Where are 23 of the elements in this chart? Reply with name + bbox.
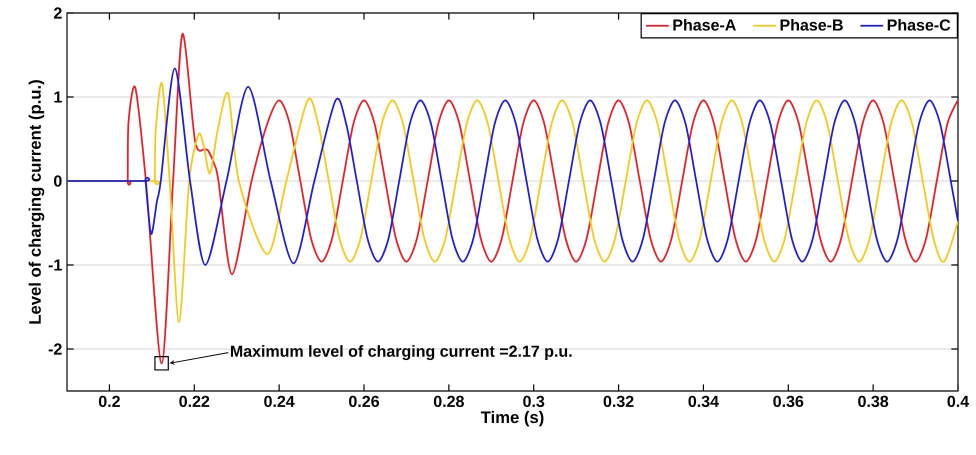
x-tick-label: 0.32 bbox=[604, 396, 634, 408]
legend-label: Phase-B bbox=[780, 18, 843, 31]
x-tick-label: 0.38 bbox=[858, 396, 888, 408]
x-tick-label: 0.28 bbox=[434, 396, 464, 408]
y-tick-label: -2 bbox=[48, 343, 62, 355]
x-tick-label: 0.4 bbox=[948, 396, 970, 408]
y-tick-label: 0 bbox=[54, 175, 62, 187]
x-tick-label: 0.36 bbox=[773, 396, 804, 408]
annotation: Maximum level of charging current =2.17 p.u. bbox=[230, 345, 572, 360]
y-tick-label: 1 bbox=[54, 92, 62, 103]
y-axis-title: Level of charging current (p.u.) bbox=[28, 80, 44, 324]
legend-label: Phase-C bbox=[888, 18, 950, 31]
x-tick-label: 0.3 bbox=[523, 396, 544, 408]
y-tick-label: 2 bbox=[54, 7, 62, 19]
x-tick-label: 0.24 bbox=[264, 396, 295, 408]
legend-label: Phase-A bbox=[673, 18, 736, 31]
x-tick-label: 0.2 bbox=[98, 396, 120, 408]
x-axis-title: Time (s) bbox=[480, 410, 544, 426]
x-tick-label: 0.26 bbox=[349, 396, 379, 408]
line-series bbox=[67, 68, 958, 266]
y-tick-label: -1 bbox=[48, 260, 62, 271]
x-tick-label: 0.22 bbox=[179, 396, 210, 408]
x-tick-label: 0.34 bbox=[688, 396, 719, 408]
